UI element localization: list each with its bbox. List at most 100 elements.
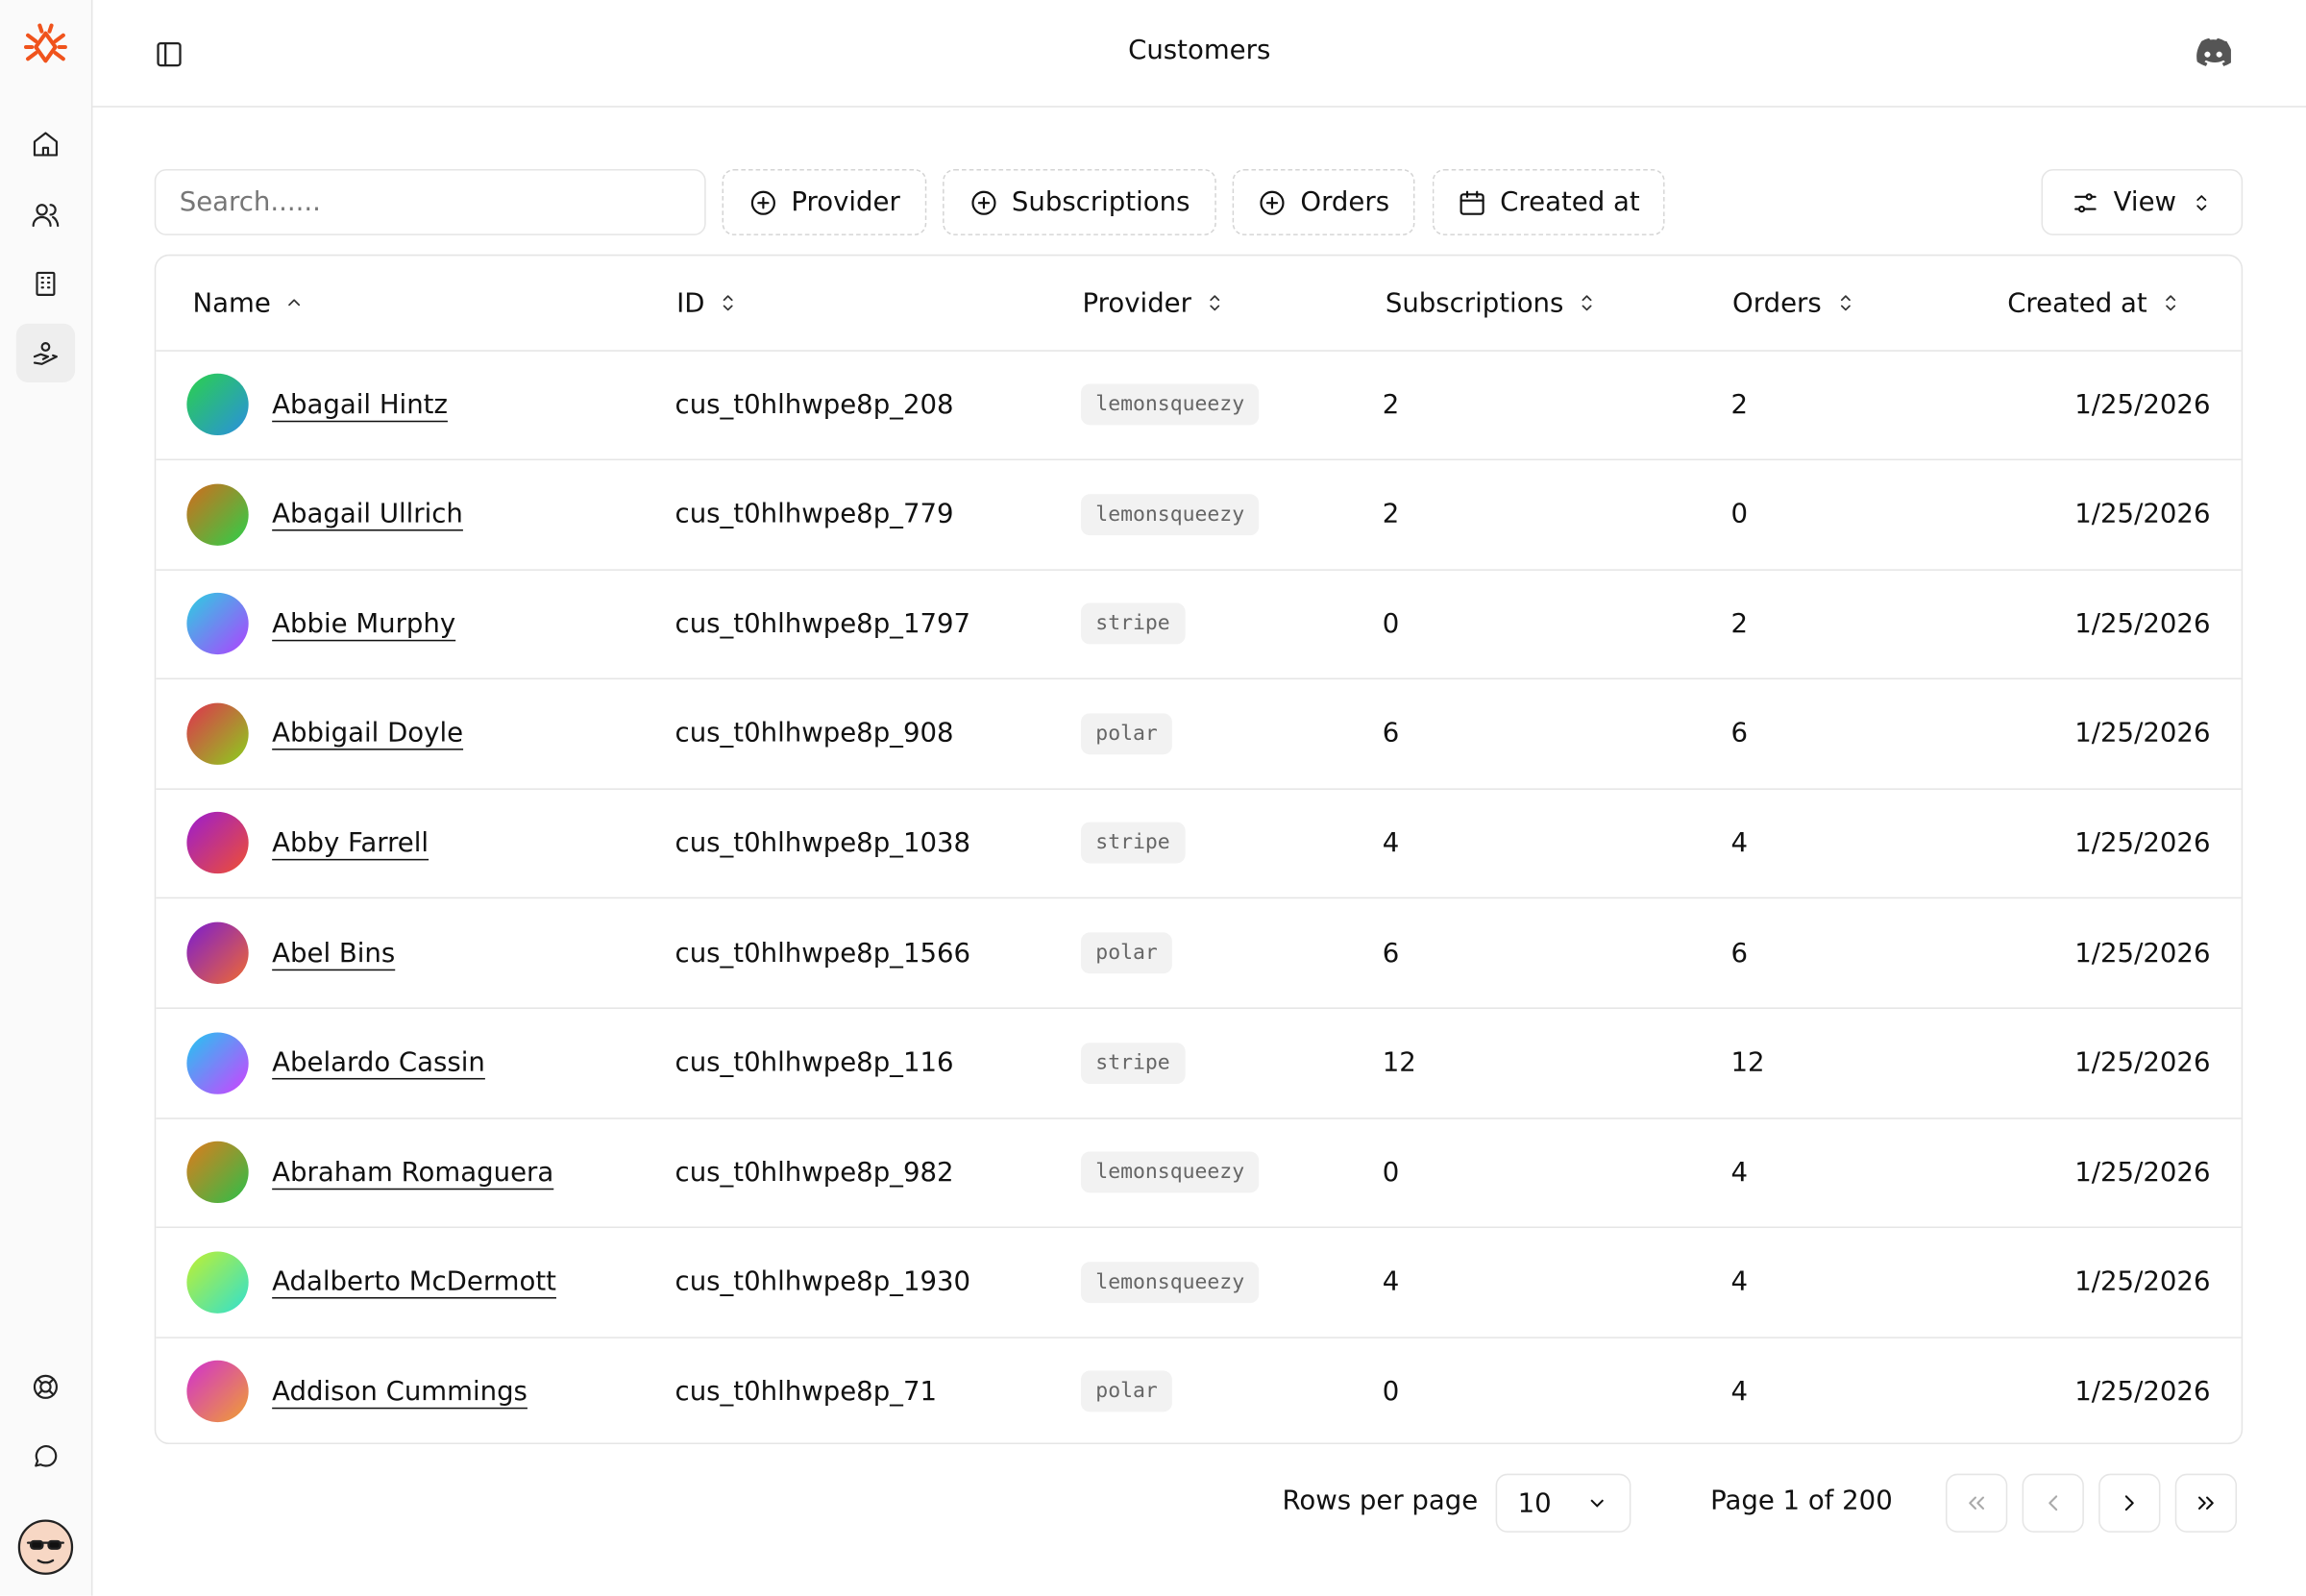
organizations-nav[interactable] xyxy=(16,255,75,313)
provider-cell: lemonsqueezy xyxy=(1080,1228,1260,1337)
home-nav[interactable] xyxy=(16,114,75,173)
column-header[interactable]: ID xyxy=(676,256,740,350)
provider-tag: lemonsqueezy xyxy=(1080,383,1260,426)
id-cell: cus_t0hlhwpe8p_982 xyxy=(675,1118,954,1227)
subscriptions-count: 4 xyxy=(1382,827,1400,859)
created-date: 1/25/2026 xyxy=(2074,608,2211,640)
provider-tag: polar xyxy=(1080,932,1173,974)
filter-button[interactable]: Subscriptions xyxy=(943,169,1216,235)
orders-cell: 4 xyxy=(1731,1338,1749,1443)
payments-nav[interactable] xyxy=(15,323,76,382)
provider-tag: stripe xyxy=(1080,1042,1186,1084)
created-cell: 1/25/2026 xyxy=(2074,1118,2210,1227)
customer-name[interactable]: Abbigail Doyle xyxy=(272,718,464,749)
next-page[interactable] xyxy=(2098,1473,2161,1533)
filter-label: Created at xyxy=(1500,186,1640,218)
view-label: View xyxy=(2113,186,2177,218)
avatar xyxy=(186,482,249,546)
rows-per-page-value: 10 xyxy=(1517,1487,1552,1519)
orders-cell: 2 xyxy=(1731,350,1749,458)
orders-count: 2 xyxy=(1730,608,1749,640)
name-cell: Abbigail Doyle xyxy=(186,679,463,788)
filter-button[interactable]: Created at xyxy=(1432,169,1665,235)
orders-count: 12 xyxy=(1730,1046,1765,1079)
subscriptions-cell: 0 xyxy=(1383,1118,1400,1227)
customer-name[interactable]: Addison Cummings xyxy=(272,1376,527,1408)
name-cell: Abagail Ullrich xyxy=(186,459,463,568)
column-header[interactable]: Subscriptions xyxy=(1386,256,1599,350)
provider-cell: polar xyxy=(1080,679,1173,788)
subscriptions-count: 6 xyxy=(1382,937,1400,969)
avatar xyxy=(186,1361,249,1423)
subscriptions-count: 4 xyxy=(1382,1266,1400,1298)
table-row: Abbie Murphy cus_t0hlhwpe8p_1797 stripe 0 2 1… xyxy=(156,570,2242,680)
rows-per-page-select[interactable]: 10 xyxy=(1495,1473,1631,1533)
last-page[interactable] xyxy=(2174,1473,2238,1533)
id-cell: cus_t0hlhwpe8p_1797 xyxy=(675,570,971,678)
customer-name[interactable]: Abbie Murphy xyxy=(272,608,456,640)
provider-cell: stripe xyxy=(1080,570,1186,678)
column-header[interactable]: Provider xyxy=(1083,256,1227,350)
customer-id: cus_t0hlhwpe8p_1797 xyxy=(675,608,971,640)
column-header[interactable]: Name xyxy=(193,256,307,350)
column-label: Subscriptions xyxy=(1385,287,1564,319)
avatar xyxy=(186,1142,249,1204)
customer-id: cus_t0hlhwpe8p_1566 xyxy=(675,937,971,969)
table-row: Adalberto McDermott cus_t0hlhwpe8p_1930 le… xyxy=(156,1228,2242,1338)
customer-name[interactable]: Abelardo Cassin xyxy=(272,1046,485,1079)
created-cell: 1/25/2026 xyxy=(2074,1228,2210,1337)
subscriptions-cell: 4 xyxy=(1383,789,1400,897)
customer-name[interactable]: Abel Bins xyxy=(272,937,396,969)
provider-cell: stripe xyxy=(1080,1008,1186,1117)
filter-button[interactable]: Orders xyxy=(1232,169,1415,235)
name-cell: Addison Cummings xyxy=(186,1338,527,1443)
filter-button[interactable]: Provider xyxy=(722,169,927,235)
feedback-nav[interactable] xyxy=(16,1427,75,1486)
subscriptions-count: 0 xyxy=(1382,1157,1400,1189)
orders-count: 4 xyxy=(1730,827,1749,859)
customer-name[interactable]: Abby Farrell xyxy=(272,827,429,859)
prev-page[interactable] xyxy=(2022,1473,2084,1533)
user-avatar[interactable] xyxy=(16,1518,75,1577)
filter-label: Subscriptions xyxy=(1011,186,1190,218)
search-input[interactable]: Search...... xyxy=(154,169,706,235)
subscriptions-cell: 0 xyxy=(1383,570,1400,678)
provider-cell: stripe xyxy=(1080,789,1186,897)
column-header[interactable]: Created at xyxy=(2007,256,2182,350)
customers-nav[interactable] xyxy=(16,185,75,244)
created-date: 1/25/2026 xyxy=(2074,1376,2211,1408)
orders-cell: 4 xyxy=(1731,789,1749,897)
customer-name[interactable]: Abagail Hintz xyxy=(272,388,448,420)
id-cell: cus_t0hlhwpe8p_1038 xyxy=(675,789,971,897)
customer-name[interactable]: Abagail Ullrich xyxy=(272,499,463,530)
column-label: Orders xyxy=(1732,287,1822,319)
avatar xyxy=(186,1251,249,1314)
provider-cell: lemonsqueezy xyxy=(1080,350,1260,458)
orders-cell: 4 xyxy=(1731,1228,1749,1337)
support-nav[interactable] xyxy=(16,1358,75,1416)
created-date: 1/25/2026 xyxy=(2074,1266,2211,1298)
customer-id: cus_t0hlhwpe8p_982 xyxy=(675,1157,954,1189)
customer-id: cus_t0hlhwpe8p_1038 xyxy=(675,827,971,859)
customer-name[interactable]: Abraham Romaguera xyxy=(272,1157,554,1189)
id-cell: cus_t0hlhwpe8p_1566 xyxy=(675,898,971,1007)
sidebar-toggle[interactable] xyxy=(155,39,184,69)
avatar xyxy=(186,702,249,765)
subscriptions-cell: 4 xyxy=(1383,1228,1400,1337)
column-label: Created at xyxy=(2007,287,2147,319)
subscriptions-count: 0 xyxy=(1382,1376,1400,1408)
orders-count: 2 xyxy=(1730,388,1749,420)
column-header[interactable]: Orders xyxy=(1732,256,1856,350)
first-page[interactable] xyxy=(1945,1473,2008,1533)
customer-name[interactable]: Adalberto McDermott xyxy=(272,1266,556,1298)
subscriptions-count: 2 xyxy=(1382,499,1400,530)
customer-id: cus_t0hlhwpe8p_71 xyxy=(675,1376,938,1408)
created-cell: 1/25/2026 xyxy=(2074,570,2210,678)
created-cell: 1/25/2026 xyxy=(2074,1338,2211,1443)
subscriptions-cell: 6 xyxy=(1383,898,1400,1007)
discord-link[interactable] xyxy=(2196,37,2231,68)
orders-cell: 2 xyxy=(1731,570,1749,678)
orders-cell: 4 xyxy=(1731,1118,1749,1227)
view-button[interactable]: View xyxy=(2041,169,2244,235)
